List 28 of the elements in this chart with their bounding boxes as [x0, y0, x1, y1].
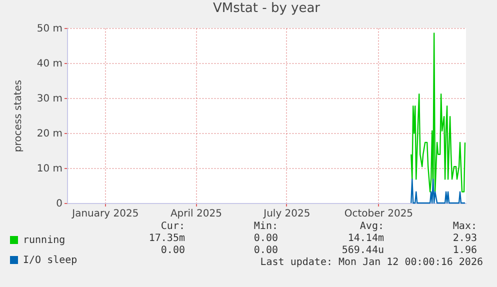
y-tick-label: 0 [56, 198, 62, 210]
y-tick-label: 10 m [36, 164, 62, 174]
legend-label: running [23, 235, 66, 246]
text: 17.35m [148, 233, 185, 244]
text: 0.00 [254, 245, 278, 256]
legend-label: I/O sleep [23, 255, 78, 266]
text: 1.96 [452, 245, 477, 256]
text: 14.14m [348, 233, 384, 244]
x-tick-label: July 2025 [262, 208, 310, 220]
y-tick-label: 40 m [36, 58, 62, 70]
x-tick-label: April 2025 [170, 208, 222, 220]
text: 0.00 [254, 233, 278, 244]
chart-title: VMstat - by year [212, 1, 321, 16]
text: Max: [452, 221, 477, 232]
text: Last update: Mon Jan 12 00:00:16 2026 [260, 257, 483, 268]
x-tick-label: January 2025 [71, 208, 139, 220]
text: 569.44u [342, 245, 384, 256]
y-axis-title: process states [12, 80, 24, 152]
y-tick-label: 20 m [36, 128, 62, 140]
text: 0.00 [160, 245, 185, 256]
y-tick-label: 50 m [36, 24, 62, 34]
x-tick-label: October 2025 [344, 208, 414, 220]
text: Cur: [160, 221, 185, 232]
line-series [410, 32, 466, 192]
text: 2.93 [452, 233, 477, 244]
text: Avg: [360, 221, 384, 232]
y-tick-label: 30 m [36, 94, 62, 104]
text: Min: [254, 221, 278, 232]
